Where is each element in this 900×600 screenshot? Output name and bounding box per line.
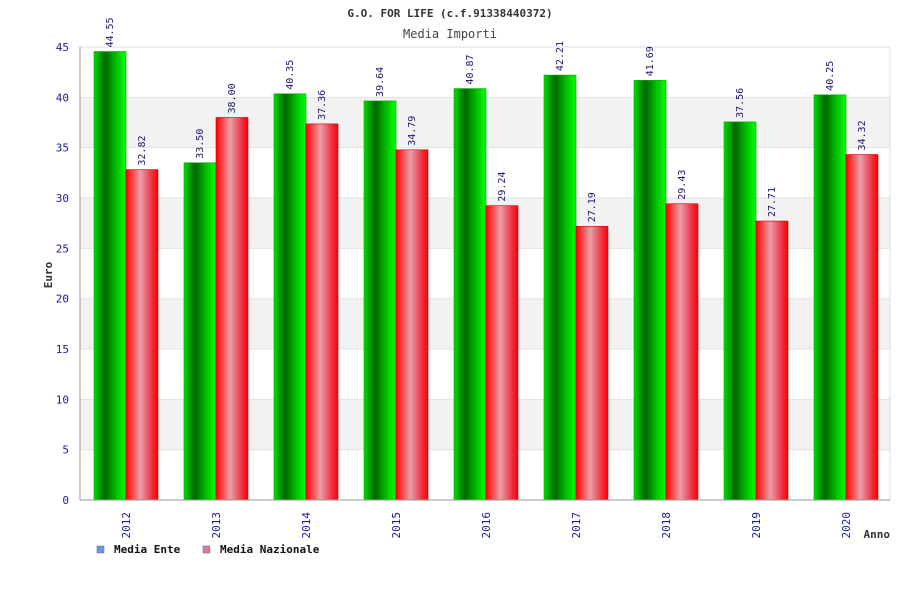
legend-label-media-nazionale: Media Nazionale	[220, 543, 320, 556]
y-tick-label: 35	[56, 142, 69, 155]
y-tick-label: 20	[56, 293, 69, 306]
x-axis-label: Anno	[864, 528, 891, 541]
x-tick-label: 2018	[660, 512, 673, 539]
bar-label-media-nazionale: 34.79	[407, 116, 418, 146]
x-tick-label: 2015	[390, 512, 403, 539]
y-tick-label: 0	[62, 494, 69, 507]
bar-labels-group: 44.55 32.82 33.50 38.00 40.35 37.36 39.64 34.79…	[105, 17, 868, 222]
y-tick-label: 40	[56, 91, 69, 104]
y-tick-label: 15	[56, 343, 69, 356]
bar-media-ente	[183, 162, 217, 501]
bar-label-media-ente: 40.25	[825, 61, 836, 91]
bar-media-nazionale	[395, 149, 429, 501]
bar-label-media-ente: 42.21	[555, 41, 566, 71]
bar-label-media-ente: 41.69	[645, 46, 656, 76]
bar-media-nazionale	[485, 205, 519, 501]
y-tick-label: 10	[56, 393, 69, 406]
x-tick-label: 2012	[120, 512, 133, 539]
y-tick-label: 30	[56, 192, 69, 205]
y-axis-label: Euro	[42, 261, 55, 288]
bar-label-media-nazionale: 38.00	[227, 83, 238, 113]
x-tick-label: 2013	[210, 512, 223, 539]
bar-media-ente	[813, 94, 847, 501]
bar-label-media-nazionale: 37.36	[317, 90, 328, 120]
bar-label-media-ente: 44.55	[105, 17, 116, 47]
bar-label-media-ente: 40.87	[465, 54, 476, 84]
bar-label-media-nazionale: 27.71	[767, 187, 778, 217]
x-axis-ticks: 2012 2013 2014 2015 2016 2017 2018 2019 2020	[120, 512, 853, 539]
x-tick-label: 2020	[840, 512, 853, 539]
bar-media-nazionale	[215, 117, 249, 501]
bars-group	[93, 51, 879, 501]
y-tick-label: 25	[56, 242, 69, 255]
bar-media-nazionale	[845, 154, 879, 501]
chart-title: G.O. FOR LIFE (c.f.91338440372)	[347, 7, 552, 20]
x-tick-label: 2019	[750, 512, 763, 539]
legend-swatch-media-ente	[96, 545, 105, 554]
y-tick-label: 45	[56, 41, 69, 54]
legend-swatch-media-nazionale	[202, 545, 211, 554]
bar-media-nazionale	[665, 203, 699, 501]
bar-media-nazionale	[575, 225, 609, 501]
legend-label-media-ente: Media Ente	[114, 543, 181, 556]
bar-label-media-ente: 40.35	[285, 60, 296, 90]
bar-media-ente	[453, 88, 487, 501]
bar-media-nazionale	[305, 123, 339, 501]
bar-label-media-ente: 37.56	[735, 88, 746, 118]
y-tick-label: 5	[62, 444, 69, 457]
bar-label-media-nazionale: 29.24	[497, 172, 508, 202]
bar-media-ente	[93, 51, 127, 501]
bar-media-nazionale	[125, 169, 159, 501]
x-tick-label: 2014	[300, 512, 313, 539]
x-tick-label: 2016	[480, 512, 493, 539]
bar-media-ente	[633, 80, 667, 501]
bar-label-media-nazionale: 27.19	[587, 192, 598, 222]
bar-media-ente	[543, 74, 577, 501]
bar-label-media-nazionale: 32.82	[137, 136, 148, 166]
bar-media-ente	[723, 121, 757, 501]
bar-media-nazionale	[755, 220, 789, 501]
legend: Media Ente Media Nazionale	[96, 543, 320, 556]
x-tick-label: 2017	[570, 512, 583, 539]
bar-label-media-nazionale: 34.32	[857, 120, 868, 150]
bar-label-media-ente: 39.64	[375, 67, 386, 97]
bar-media-ente	[363, 100, 397, 501]
bar-media-ente	[273, 93, 307, 501]
chart-subtitle: Media Importi	[403, 27, 497, 41]
y-axis-ticks: 0 5 10 15 20 25 30 35 40 45	[56, 41, 69, 507]
bar-label-media-ente: 33.50	[195, 129, 206, 159]
bar-label-media-nazionale: 29.43	[677, 170, 688, 200]
